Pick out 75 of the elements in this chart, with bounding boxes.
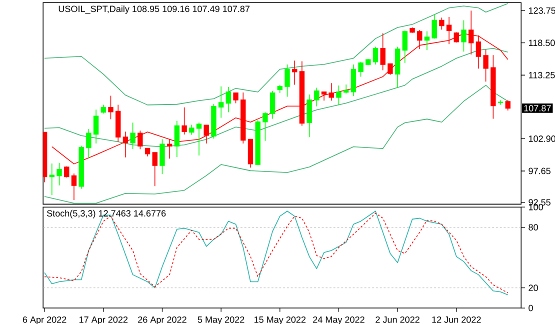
- candlestick: [160, 138, 165, 174]
- candlestick: [86, 128, 92, 158]
- candlestick: [93, 109, 99, 144]
- candlestick: [490, 54, 496, 120]
- y-tick-label: 80: [528, 224, 538, 230]
- candlestick: [49, 163, 55, 196]
- candlestick: [166, 138, 172, 159]
- chart-title: USOIL_SPT,Daily 108.95 109.16 107.49 107.87: [58, 5, 250, 14]
- candlestick: [505, 100, 510, 111]
- candlestick: [196, 122, 202, 156]
- candlestick: [64, 166, 70, 178]
- candlestick: [174, 120, 180, 158]
- candlestick: [366, 58, 371, 66]
- candlestick: [100, 104, 106, 114]
- line-series: [44, 48, 508, 148]
- candlestick: [211, 103, 216, 139]
- candlestick: [204, 124, 209, 144]
- candlestick: [226, 86, 232, 113]
- candlestick: [71, 173, 77, 200]
- candlestick: [108, 95, 114, 120]
- candlestick: [314, 87, 320, 107]
- y-tick-label: 100: [528, 204, 543, 210]
- candlestick: [78, 145, 84, 190]
- candlestick: [233, 92, 238, 104]
- candlestick: [380, 32, 386, 71]
- y-tick-label: 123.75: [528, 7, 555, 14]
- candlestick: [432, 14, 437, 39]
- x-tick-label: 12 Jun 2022: [432, 316, 481, 323]
- candlestick: [292, 60, 298, 86]
- candlestick: [358, 61, 364, 78]
- y-tick-label: 113.25: [528, 72, 555, 78]
- candlestick: [388, 63, 393, 76]
- candlestick: [410, 26, 415, 34]
- candlestick: [138, 130, 143, 150]
- candlestick: [130, 122, 136, 150]
- candlestick: [218, 86, 224, 118]
- y-tick-label: 92.55: [528, 199, 550, 206]
- candlestick: [116, 104, 121, 142]
- candlestick: [56, 162, 62, 186]
- candlestick: [402, 30, 408, 64]
- candlestick: [262, 112, 268, 142]
- y-tick-label: 20: [528, 284, 538, 291]
- chart-title: Stoch(5,3,3) 12.7463 14.6776: [46, 210, 166, 218]
- candlestick: [350, 64, 356, 96]
- line-series: [44, 84, 508, 204]
- candlestick: [299, 60, 305, 126]
- candlestick: [483, 49, 488, 82]
- x-tick-label: 2 Jun 2022: [376, 316, 420, 323]
- candlestick: [439, 17, 444, 30]
- candlestick: [152, 152, 158, 186]
- candlestick: [122, 131, 128, 158]
- y-tick-label: 0: [528, 304, 533, 312]
- candlestick: [344, 84, 349, 94]
- line-series: [44, 3, 508, 106]
- candlestick: [284, 64, 290, 98]
- y-tick-label: 118.50: [528, 40, 555, 46]
- candlestick: [277, 84, 282, 94]
- candlestick: [328, 82, 334, 101]
- candlestick: [461, 20, 466, 52]
- y-tick-label: 97.65: [528, 168, 550, 174]
- candlestick: [498, 100, 504, 106]
- candlestick: [189, 124, 194, 136]
- candlestick: [372, 46, 378, 65]
- candlestick: [336, 84, 342, 106]
- candlestick: [394, 46, 400, 88]
- candlestick: [424, 30, 430, 50]
- candlestick: [270, 90, 276, 120]
- candlestick: [321, 91, 327, 101]
- candlestick: [306, 94, 312, 138]
- candlestick: [182, 106, 187, 135]
- annotation: 107.87: [524, 104, 551, 112]
- candlestick: [255, 120, 260, 166]
- candlestick: [248, 138, 254, 168]
- candlestick: [240, 92, 246, 144]
- candlestick: [144, 148, 150, 157]
